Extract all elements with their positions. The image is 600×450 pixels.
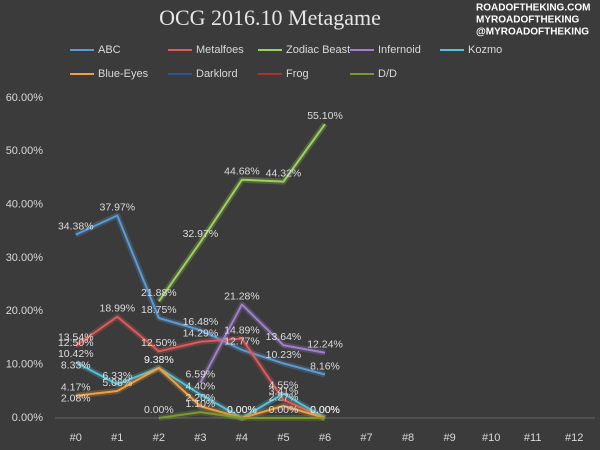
data-label: 44.68% bbox=[224, 165, 260, 177]
data-label: 2.27% bbox=[269, 392, 299, 404]
y-tick-label: 40.00% bbox=[6, 199, 44, 211]
legend-label: Blue-Eyes bbox=[98, 68, 149, 80]
chart-title: OCG 2016.10 Metagame bbox=[159, 5, 381, 30]
x-tick-label: #12 bbox=[565, 432, 583, 444]
x-tick-label: #8 bbox=[402, 432, 414, 444]
data-label: 44.32% bbox=[266, 167, 302, 179]
data-label: 0.00% bbox=[310, 404, 340, 416]
legend-label: Metalfoes bbox=[196, 44, 244, 56]
y-tick-label: 30.00% bbox=[6, 252, 44, 264]
x-tick-label: #3 bbox=[194, 432, 206, 444]
x-tick-label: #9 bbox=[443, 432, 455, 444]
series-line bbox=[75, 315, 326, 419]
data-label: 4.40% bbox=[185, 380, 215, 392]
data-label: 10.42% bbox=[58, 348, 94, 360]
legend-label: Kozmo bbox=[468, 44, 502, 56]
data-label: 0.00% bbox=[310, 404, 340, 416]
watermark: ROADOFTHEKING.COM bbox=[476, 3, 590, 14]
data-label: 0.00% bbox=[227, 404, 257, 416]
data-label: 9.38% bbox=[144, 354, 174, 366]
data-label: 12.50% bbox=[141, 337, 177, 349]
data-label: 21.28% bbox=[224, 290, 260, 302]
data-label: 14.89% bbox=[224, 324, 260, 336]
watermark: MYROADOFTHEKING bbox=[476, 15, 580, 26]
data-label: 9.38% bbox=[144, 354, 174, 366]
data-label: 16.48% bbox=[183, 316, 219, 328]
legend-label: ABC bbox=[98, 44, 121, 56]
data-label: 12.50% bbox=[58, 337, 94, 349]
legend-label: Zodiac Beast bbox=[286, 44, 350, 56]
y-tick-label: 50.00% bbox=[6, 145, 44, 157]
x-tick-label: #11 bbox=[524, 432, 542, 444]
data-label: 2.08% bbox=[61, 393, 91, 405]
data-label: 12.77% bbox=[224, 336, 260, 348]
data-label: 12.24% bbox=[307, 339, 343, 351]
legend-label: Darklord bbox=[196, 68, 238, 80]
data-label: 37.97% bbox=[99, 201, 135, 213]
x-tick-label: #10 bbox=[482, 432, 500, 444]
data-label: 10.23% bbox=[266, 349, 302, 361]
data-label: 55.10% bbox=[307, 110, 343, 122]
data-label: 13.64% bbox=[266, 331, 302, 343]
data-label: 1.10% bbox=[185, 398, 215, 410]
data-label: 0.00% bbox=[227, 404, 257, 416]
data-label: 0.00% bbox=[269, 404, 299, 416]
data-label: 4.55% bbox=[269, 380, 299, 392]
series-line bbox=[75, 366, 326, 419]
data-label: 14.29% bbox=[183, 328, 219, 340]
data-label: 18.75% bbox=[141, 304, 177, 316]
data-label: 6.59% bbox=[185, 369, 215, 381]
data-label: 34.38% bbox=[58, 220, 94, 232]
x-tick-label: #6 bbox=[319, 432, 331, 444]
watermark: @MYROADOFTHEKING bbox=[476, 27, 589, 38]
legend-label: D/D bbox=[378, 68, 397, 80]
x-tick-label: #1 bbox=[111, 432, 123, 444]
x-tick-label: #0 bbox=[70, 432, 82, 444]
series-line bbox=[75, 361, 326, 419]
y-tick-label: 0.00% bbox=[12, 412, 43, 424]
legend-label: Infernoid bbox=[378, 44, 421, 56]
data-label: 18.99% bbox=[99, 303, 135, 315]
x-tick-label: #7 bbox=[360, 432, 372, 444]
x-tick-label: #2 bbox=[153, 432, 165, 444]
legend-label: Frog bbox=[286, 68, 309, 80]
data-label: 21.88% bbox=[141, 287, 177, 299]
data-label: 3.41% bbox=[269, 386, 299, 398]
series-line bbox=[158, 411, 325, 419]
data-label: 5.06% bbox=[102, 377, 132, 389]
data-label: 2.20% bbox=[185, 392, 215, 404]
data-label: 6.33% bbox=[102, 370, 132, 382]
series-line bbox=[199, 303, 326, 384]
data-label: 8.33% bbox=[61, 359, 91, 371]
data-label: 0.00% bbox=[144, 404, 174, 416]
data-label: 0.00% bbox=[310, 404, 340, 416]
x-tick-label: #5 bbox=[277, 432, 289, 444]
x-tick-label: #4 bbox=[236, 432, 248, 444]
data-label: 8.16% bbox=[310, 360, 340, 372]
series-line bbox=[158, 123, 326, 302]
series-line bbox=[75, 214, 326, 376]
data-label: 0.00% bbox=[310, 404, 340, 416]
y-tick-label: 20.00% bbox=[6, 305, 44, 317]
data-label: 32.97% bbox=[183, 228, 219, 240]
y-tick-label: 60.00% bbox=[6, 92, 44, 104]
data-label: 4.17% bbox=[61, 382, 91, 394]
data-label: 0.00% bbox=[227, 404, 257, 416]
data-label: 13.54% bbox=[58, 332, 94, 344]
y-tick-label: 10.00% bbox=[6, 359, 44, 371]
